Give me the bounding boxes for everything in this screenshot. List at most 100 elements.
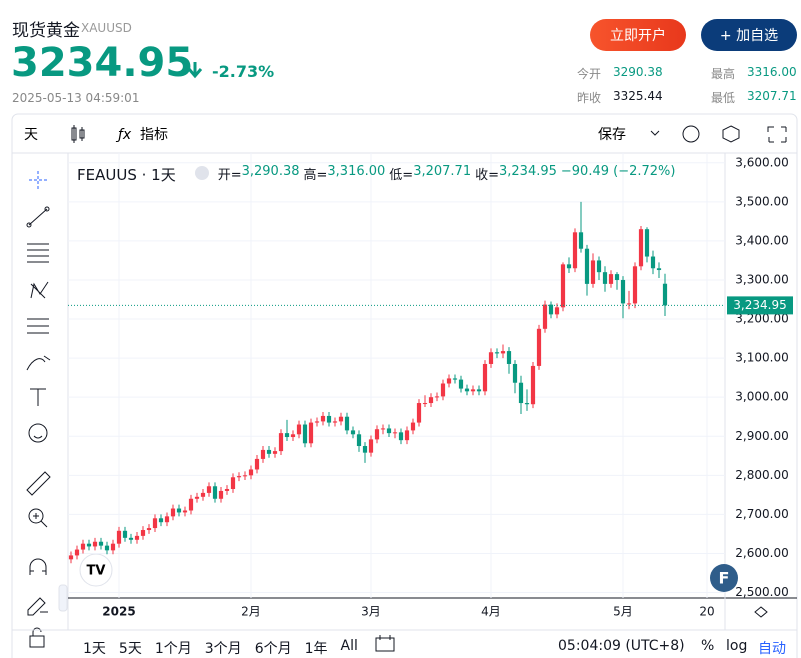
candle-body (614, 274, 620, 280)
settings-icon[interactable] (722, 125, 740, 143)
indicators-button[interactable]: 指标 (140, 127, 168, 143)
panel-border (11, 113, 798, 658)
candle-body (554, 307, 560, 315)
range-button[interactable]: 1个月 (154, 641, 192, 657)
candle-body (224, 488, 230, 491)
clock: 05:04:09 (UTC+8) (558, 638, 685, 654)
candle-body (116, 530, 122, 544)
candle-body (158, 518, 164, 523)
range-button[interactable]: 1年 (304, 641, 328, 657)
drawing-tools[interactable] (26, 171, 51, 648)
collapse-handle[interactable] (58, 584, 68, 612)
candle-body (74, 549, 80, 556)
candle-body (566, 264, 572, 269)
legend-toggle[interactable] (195, 166, 209, 180)
auto-toggle[interactable]: 自动 (758, 641, 786, 657)
candle-body (356, 434, 362, 447)
interval-button[interactable]: 天 (24, 127, 38, 143)
candle-body (86, 543, 92, 547)
candle-body (380, 428, 386, 430)
stat-label: 昨收 (577, 91, 602, 105)
candle-body (548, 304, 554, 315)
candle-body (200, 492, 206, 497)
candle-body (242, 475, 248, 477)
candle-body (338, 416, 344, 422)
candle-body (656, 268, 662, 271)
brand-logo (710, 564, 738, 592)
ohlc-value: 3,290.38 (241, 164, 300, 179)
candle-body (428, 397, 434, 404)
candle-body (290, 434, 296, 438)
candle-body (152, 518, 158, 529)
alert-icon[interactable] (682, 125, 700, 143)
candle-body (650, 256, 656, 269)
fullscreen-icon[interactable] (767, 126, 787, 143)
candle-body (308, 422, 314, 444)
candle-body (518, 382, 524, 404)
candle-body (560, 264, 566, 308)
candle-body (392, 432, 398, 434)
candle-body (572, 232, 578, 269)
range-button[interactable]: 6个月 (254, 641, 292, 657)
ohlc-label: 开= (217, 168, 242, 183)
save-caret[interactable] (650, 130, 660, 136)
open-account-button[interactable]: 立即开户 (590, 19, 686, 51)
stat-value: 3325.44 (613, 89, 663, 103)
candle-body (176, 508, 182, 513)
date-range-icon[interactable] (375, 635, 395, 652)
stat-label: 今开 (577, 67, 602, 81)
stat-value: 3207.71 (747, 89, 797, 103)
y-tick-label: 2,600.00 (735, 546, 788, 560)
stat-label: 最低 (711, 91, 736, 105)
candle-body (164, 516, 170, 523)
axis-settings-icon[interactable] (754, 606, 768, 618)
candle-body (344, 416, 350, 431)
candle-body (80, 543, 86, 550)
y-tick-label: 3,400.00 (735, 233, 788, 247)
asset-name: 现货黄金 (12, 21, 80, 41)
range-button[interactable]: All (340, 638, 358, 654)
range-button[interactable]: 5天 (118, 641, 142, 657)
candle-body (230, 477, 236, 489)
range-button[interactable]: 3个月 (204, 641, 242, 657)
candle-body (218, 490, 224, 499)
candle-body (662, 283, 668, 306)
candle-body (104, 545, 110, 551)
log-toggle[interactable]: log (726, 638, 748, 654)
candle-body (398, 432, 404, 441)
candle-body (596, 260, 602, 273)
candle-type-icon[interactable] (71, 125, 85, 143)
ohlc-value: 3,316.00 (327, 164, 386, 179)
ohlc-change: −90.49 (−2.72%) (560, 164, 676, 179)
tv-logo-text: TV (87, 564, 106, 579)
y-tick-label: 3,200.00 (735, 312, 788, 326)
candle-body (464, 388, 470, 392)
candle-body (368, 439, 374, 453)
candle-body (302, 424, 308, 444)
change: -2.73% (212, 62, 275, 81)
candle-body (440, 383, 446, 397)
watchlist-button[interactable]: + 加自选 (701, 19, 797, 51)
candle-body (182, 510, 188, 513)
percent-toggle[interactable]: % (701, 638, 715, 654)
candle-body (266, 449, 272, 454)
candle-body (374, 429, 380, 440)
candle-body (458, 379, 464, 389)
range-button[interactable]: 1天 (83, 641, 106, 657)
candle-body (146, 528, 152, 531)
candle-body (122, 530, 128, 538)
y-tick-label: 2,500.00 (735, 585, 788, 599)
x-tick-label: 20 (699, 605, 714, 619)
candle-body (470, 389, 476, 392)
save-button[interactable]: 保存 (598, 127, 626, 143)
candle-body (350, 430, 356, 435)
x-tick-label: 3月 (361, 605, 381, 619)
candle-body (524, 403, 530, 405)
fx-icon[interactable]: ƒx (115, 127, 132, 143)
ohlc-value: 3,234.95 (499, 164, 557, 179)
candle-body (410, 422, 416, 431)
candle-body (494, 352, 500, 354)
price-label-bg (727, 296, 793, 315)
